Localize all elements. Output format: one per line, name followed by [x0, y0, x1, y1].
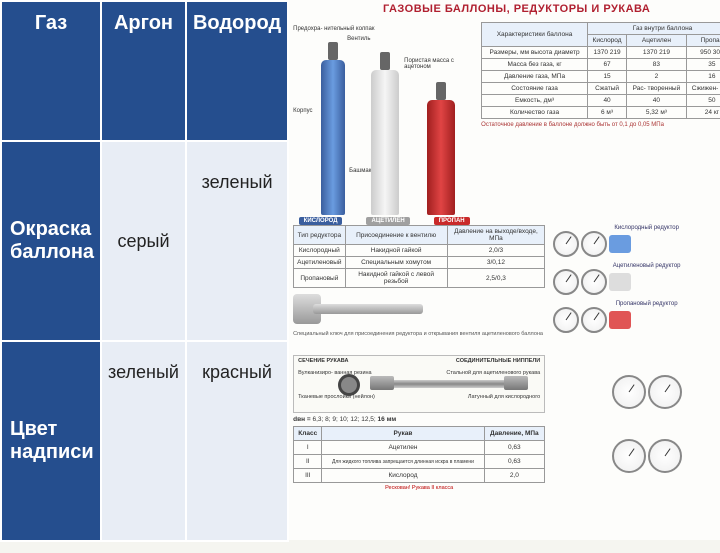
red-h2: Присоединение к вентилю — [345, 226, 447, 245]
hose-title-left: СЕЧЕНИЕ РУКАВА — [298, 358, 348, 364]
tag-oxygen: КИСЛОРОД — [299, 217, 343, 225]
cylinder-propane — [427, 100, 455, 215]
prop-r1: Масса без газа, кг — [482, 59, 588, 71]
label-base: Башмак — [349, 168, 371, 174]
label-cap: Предохра- нительный колпак — [293, 26, 374, 32]
hose-lbl-brass: Латунный для кислородного — [468, 394, 540, 400]
reducer-table: Тип редуктора Присоединение к вентилю Да… — [293, 225, 545, 288]
gas-comparison-table: Газ Аргон Водород Окраска баллона серый … — [0, 0, 289, 542]
col-prop: Пропан — [686, 35, 720, 47]
hose-title-right: СОЕДИНИТЕЛЬНЫЕ НИППЕЛИ — [456, 358, 540, 364]
hose-cross-section-icon — [338, 374, 360, 396]
prop-header-gas: Газ внутри баллона — [587, 23, 720, 35]
regulator-illustrations: Кислородный редуктор Ацетиленовый редукт… — [549, 223, 720, 353]
cell-hydrogen-text: красный — [186, 341, 288, 541]
col-argon: Аргон — [101, 1, 186, 141]
properties-block: Характеристики баллона Газ внутри баллон… — [479, 18, 720, 223]
nipple-right-icon — [504, 376, 528, 390]
tag-acetylene: АЦЕТИЛЕН — [366, 217, 409, 225]
col-oxy: Кислород — [587, 35, 626, 47]
red-h1: Тип редуктора — [294, 226, 345, 245]
cylinder-oxygen — [321, 60, 345, 215]
hose-diameters: dвн = 6,3; 8; 9; 10; 12; 12,5; 16 мм — [293, 416, 545, 423]
row-label-text: Цвет надписи — [1, 341, 101, 541]
prop-r0: Размеры, мм высота диаметр — [482, 47, 588, 59]
properties-table: Характеристики баллона Газ внутри баллон… — [481, 22, 720, 119]
hose-warning: Рескован! Рукава II класса — [293, 485, 545, 491]
hose-diagram: СЕЧЕНИЕ РУКАВА СОЕДИНИТЕЛЬНЫЕ НИППЕЛИ Ву… — [293, 355, 545, 413]
cell-hydrogen-color: зеленый — [186, 141, 288, 341]
prop-r3: Состояние газа — [482, 83, 588, 95]
properties-note: Остаточное давление в баллоне должно быт… — [481, 122, 720, 128]
reducer-block: Тип редуктора Присоединение к вентилю Да… — [289, 223, 549, 353]
regulator-oxy — [553, 231, 720, 257]
reference-poster: ГАЗОВЫЕ БАЛЛОНЫ, РЕДУКТОРЫ И РУКАВА Пред… — [289, 0, 720, 540]
col-acet: Ацетилен — [627, 35, 687, 47]
nipple-left-icon — [370, 376, 394, 390]
regulator-extra — [549, 353, 720, 553]
poster-title: ГАЗОВЫЕ БАЛЛОНЫ, РЕДУКТОРЫ И РУКАВА — [289, 0, 720, 18]
col-hydrogen: Водород — [186, 1, 288, 141]
label-body: Корпус — [293, 108, 312, 114]
prop-r5: Количество газа — [482, 107, 588, 119]
wrench-note: Специальный ключ для присоединения редук… — [293, 331, 545, 337]
hose-class-table: Класс Рукав Давление, МПа IАцетилен0,63 … — [293, 426, 545, 483]
prop-r4: Емкость, дм³ — [482, 95, 588, 107]
prop-r2: Давление газа, МПа — [482, 71, 588, 83]
tag-propane: ПРОПАН — [434, 217, 470, 225]
red-h3: Давление на выходе/входе, МПа — [447, 226, 544, 245]
prop-header-main: Характеристики баллона — [482, 23, 588, 47]
regulator-prop — [553, 307, 720, 333]
regulator-extra-2 — [553, 439, 720, 473]
hose-lbl-vulcan: Вулканизиро- ванная резина — [298, 370, 371, 376]
label-mass: Пористая масса с ацетоном — [404, 58, 479, 70]
cylinder-diagram: Предохра- нительный колпак Вентиль Порис… — [289, 18, 479, 223]
col-gas: Газ — [1, 1, 101, 141]
cylinder-acetylene — [371, 70, 399, 215]
regulator-acet — [553, 269, 720, 295]
hose-pipe-icon — [374, 380, 524, 388]
row-label-color: Окраска баллона — [1, 141, 101, 341]
label-valve: Вентиль — [347, 36, 370, 42]
cell-argon-text: зеленый — [101, 341, 186, 541]
hose-block: СЕЧЕНИЕ РУКАВА СОЕДИНИТЕЛЬНЫЕ НИППЕЛИ Ву… — [289, 353, 549, 553]
regulator-extra-1 — [553, 375, 720, 409]
wrench-icon — [293, 292, 433, 327]
cell-argon-color: серый — [101, 141, 186, 341]
hose-lbl-fabric: Тканевые прослойки (нейлон) — [298, 394, 375, 400]
